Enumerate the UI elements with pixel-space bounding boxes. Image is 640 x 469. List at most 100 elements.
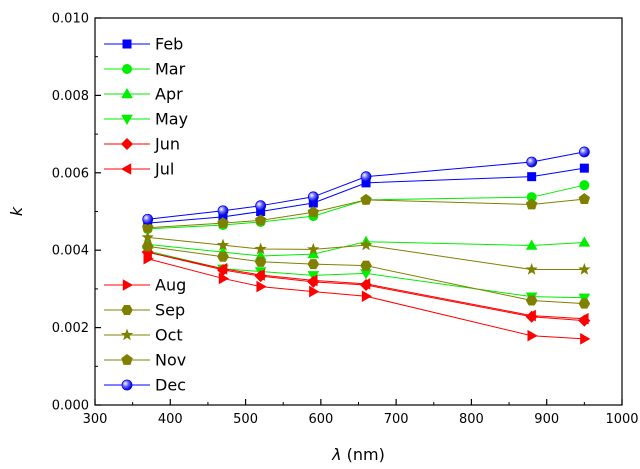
data-point-feb xyxy=(361,178,371,188)
legend-label-sep: Sep xyxy=(155,301,185,320)
data-point-aug xyxy=(218,272,229,285)
legend-label-jun: Jun xyxy=(154,135,180,154)
data-point-oct xyxy=(307,242,320,255)
data-point-sep xyxy=(141,241,154,252)
data-point-dec xyxy=(526,156,538,168)
x-tick-label: 1000 xyxy=(605,412,638,427)
data-point-aug xyxy=(309,285,320,298)
data-point-jul xyxy=(578,312,589,325)
data-point-may xyxy=(360,269,372,280)
data-point-jul xyxy=(307,274,318,287)
data-point-jul xyxy=(216,262,228,275)
data-point-oct xyxy=(578,263,591,275)
legend-label-mar: Mar xyxy=(155,60,186,79)
legend-marker-oct xyxy=(120,328,134,341)
data-point-aug xyxy=(256,280,267,293)
legend-marker-apr xyxy=(121,88,133,99)
y-tick-label: 0.004 xyxy=(52,244,89,259)
legend-item-mar: Mar xyxy=(104,60,186,79)
legend-label-aug: Aug xyxy=(155,276,186,295)
legend-item-jul: Jul xyxy=(104,160,174,179)
data-point-oct xyxy=(216,238,230,251)
legend-item-may: May xyxy=(104,110,188,129)
data-point-sep xyxy=(525,295,538,306)
data-point-aug xyxy=(527,329,538,342)
y-axis-title: k xyxy=(7,206,26,216)
data-point-nov xyxy=(307,206,320,218)
legend-item-apr: Apr xyxy=(104,85,183,104)
data-point-dec xyxy=(307,191,319,203)
data-point-apr xyxy=(307,248,320,259)
data-point-dec xyxy=(255,200,267,212)
data-point-sep xyxy=(254,256,267,267)
legend-label-oct: Oct xyxy=(155,326,183,345)
y-tick-label: 0.006 xyxy=(52,166,89,181)
data-point-nov xyxy=(360,193,372,205)
legend-label-feb: Feb xyxy=(155,35,183,54)
data-point-dec xyxy=(142,213,154,225)
data-point-jul xyxy=(360,278,371,290)
x-tick-label: 500 xyxy=(233,412,258,427)
data-point-oct xyxy=(525,263,538,275)
legend-label-dec: Dec xyxy=(155,376,186,395)
data-point-mar xyxy=(526,192,537,203)
legend-label-may: May xyxy=(155,110,188,129)
data-point-feb xyxy=(308,198,318,208)
data-point-oct xyxy=(141,230,154,243)
data-point-sep xyxy=(307,259,320,270)
data-point-mar xyxy=(579,180,590,191)
legend-marker-aug xyxy=(122,279,133,291)
legend-marker-jun xyxy=(121,138,133,150)
series-aug xyxy=(143,252,591,345)
legend-label-jul: Jul xyxy=(154,160,174,179)
legend-item-sep: Sep xyxy=(104,301,185,320)
data-point-feb xyxy=(218,212,228,222)
axes-layer: 300 400 500 600 700 800 900 1000 0.000 0.002 0.004… xyxy=(52,12,639,428)
data-point-nov xyxy=(525,198,538,210)
x-axis-title: λ (nm) xyxy=(331,445,385,464)
legend-item-jun: Jun xyxy=(104,135,180,154)
legend-layer: Feb Mar Apr May Jun Jul Aug Sep Oct Nov Dec xyxy=(104,35,188,395)
legend-item-nov: Nov xyxy=(104,351,186,370)
x-tick-label: 900 xyxy=(534,412,559,427)
data-point-nov xyxy=(141,221,154,233)
data-point-feb xyxy=(256,207,266,216)
data-point-aug xyxy=(361,290,373,303)
plot-layer xyxy=(141,146,591,345)
y-tick-label: 0.000 xyxy=(52,399,89,414)
series-dec xyxy=(142,146,590,225)
x-tick-label: 400 xyxy=(158,412,183,427)
x-tick-label: 800 xyxy=(459,412,484,427)
data-point-dec xyxy=(217,205,229,217)
data-point-feb xyxy=(527,172,537,182)
series-jul xyxy=(141,246,589,325)
legend-marker-dec xyxy=(121,379,133,391)
y-tick-label: 0.002 xyxy=(52,321,89,336)
legend-label-nov: Nov xyxy=(155,351,186,370)
legend-marker-mar xyxy=(122,64,132,74)
data-point-jul xyxy=(525,309,536,322)
x-axis-unit: (nm) xyxy=(342,445,385,464)
data-point-nov xyxy=(254,214,267,226)
legend-item-oct: Oct xyxy=(104,326,183,345)
data-point-dec xyxy=(578,146,590,158)
legend-item-feb: Feb xyxy=(104,35,183,54)
legend-marker-may xyxy=(121,114,133,125)
legend-marker-jul xyxy=(121,163,132,175)
legend-item-dec: Dec xyxy=(104,376,186,395)
x-tick-label: 700 xyxy=(384,412,409,427)
x-axis-symbol: λ xyxy=(331,445,341,464)
data-point-feb xyxy=(579,163,589,173)
data-point-oct xyxy=(359,238,373,251)
data-point-sep xyxy=(578,298,591,309)
data-point-apr xyxy=(525,239,538,250)
data-point-nov xyxy=(217,217,229,228)
y-tick-label: 0.010 xyxy=(52,12,89,27)
x-tick-label: 300 xyxy=(83,412,108,427)
data-point-sep xyxy=(360,260,372,271)
data-point-aug xyxy=(580,333,591,345)
series-line-mar xyxy=(147,184,585,230)
legend-marker-feb xyxy=(122,39,132,49)
